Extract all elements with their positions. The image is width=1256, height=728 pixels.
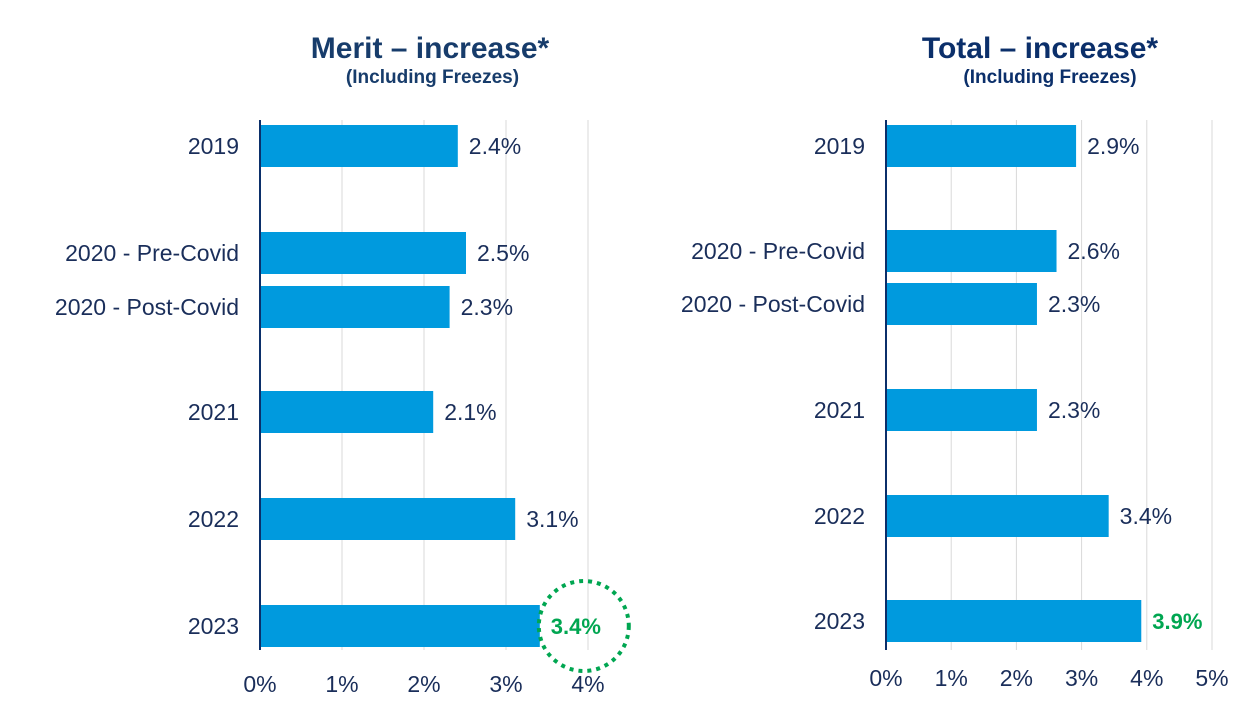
total-category-label: 2023: [814, 608, 865, 634]
merit-bar: [261, 232, 466, 274]
merit-x-tick-label: 2%: [407, 671, 440, 697]
merit-x-tick-label: 1%: [325, 671, 358, 697]
merit-x-tick-label: 3%: [489, 671, 522, 697]
merit-category-label: 2020 - Post-Covid: [55, 294, 239, 320]
total-category-label: 2020 - Pre-Covid: [691, 238, 865, 264]
total-bar: [887, 600, 1142, 642]
total-x-tick-label: 0%: [869, 665, 902, 691]
total-bar: [887, 230, 1057, 272]
total-chart-subtitle: (Including Freezes): [963, 67, 1137, 88]
total-x-tick-label: 4%: [1130, 665, 1163, 691]
total-data-label: 3.4%: [1120, 503, 1172, 529]
merit-data-label: 2.3%: [461, 294, 513, 320]
total-category-label: 2022: [814, 503, 865, 529]
merit-chart-title-block: Merit – increase* (Including Freezes): [260, 32, 600, 90]
merit-bar: [261, 605, 540, 647]
merit-bar: [261, 391, 434, 433]
total-data-label: 2.9%: [1087, 133, 1139, 159]
total-bar: [887, 283, 1037, 325]
merit-category-label: 2022: [188, 506, 239, 532]
total-data-label: 3.9%: [1152, 609, 1202, 634]
total-x-tick-label: 5%: [1195, 665, 1228, 691]
total-data-label: 2.3%: [1048, 291, 1100, 317]
merit-data-label: 2.5%: [477, 240, 529, 266]
merit-data-label: 2.1%: [444, 399, 496, 425]
merit-chart-title: Merit – increase*: [310, 32, 550, 65]
merit-category-label: 2019: [188, 133, 239, 159]
total-data-label: 2.6%: [1068, 238, 1120, 264]
total-bar: [887, 495, 1109, 537]
total-data-label: 2.3%: [1048, 397, 1100, 423]
merit-bar: [261, 125, 458, 167]
merit-bar: [261, 498, 516, 540]
merit-data-label: 2.4%: [469, 133, 521, 159]
merit-x-tick-label: 4%: [571, 671, 604, 697]
merit-category-label: 2023: [188, 613, 239, 639]
total-category-label: 2021: [814, 397, 865, 423]
merit-data-label: 3.4%: [551, 614, 601, 639]
total-bar: [887, 389, 1037, 431]
merit-category-label: 2020 - Pre-Covid: [65, 240, 239, 266]
total-x-tick-label: 1%: [935, 665, 968, 691]
total-bar: [887, 125, 1077, 167]
total-category-label: 2020 - Post-Covid: [681, 291, 865, 317]
total-x-tick-label: 3%: [1065, 665, 1098, 691]
merit-bar: [261, 286, 450, 328]
merit-data-label: 3.1%: [526, 506, 578, 532]
merit-highlight-circle: [536, 579, 631, 673]
total-chart-title: Total – increase*: [921, 32, 1159, 65]
merit-category-label: 2021: [188, 399, 239, 425]
total-category-label: 2019: [814, 133, 865, 159]
total-x-tick-label: 2%: [1000, 665, 1033, 691]
merit-x-tick-label: 0%: [243, 671, 276, 697]
merit-chart-subtitle: (Including Freezes): [345, 67, 520, 88]
total-chart-title-block: Total – increase* (Including Freezes): [860, 32, 1220, 90]
